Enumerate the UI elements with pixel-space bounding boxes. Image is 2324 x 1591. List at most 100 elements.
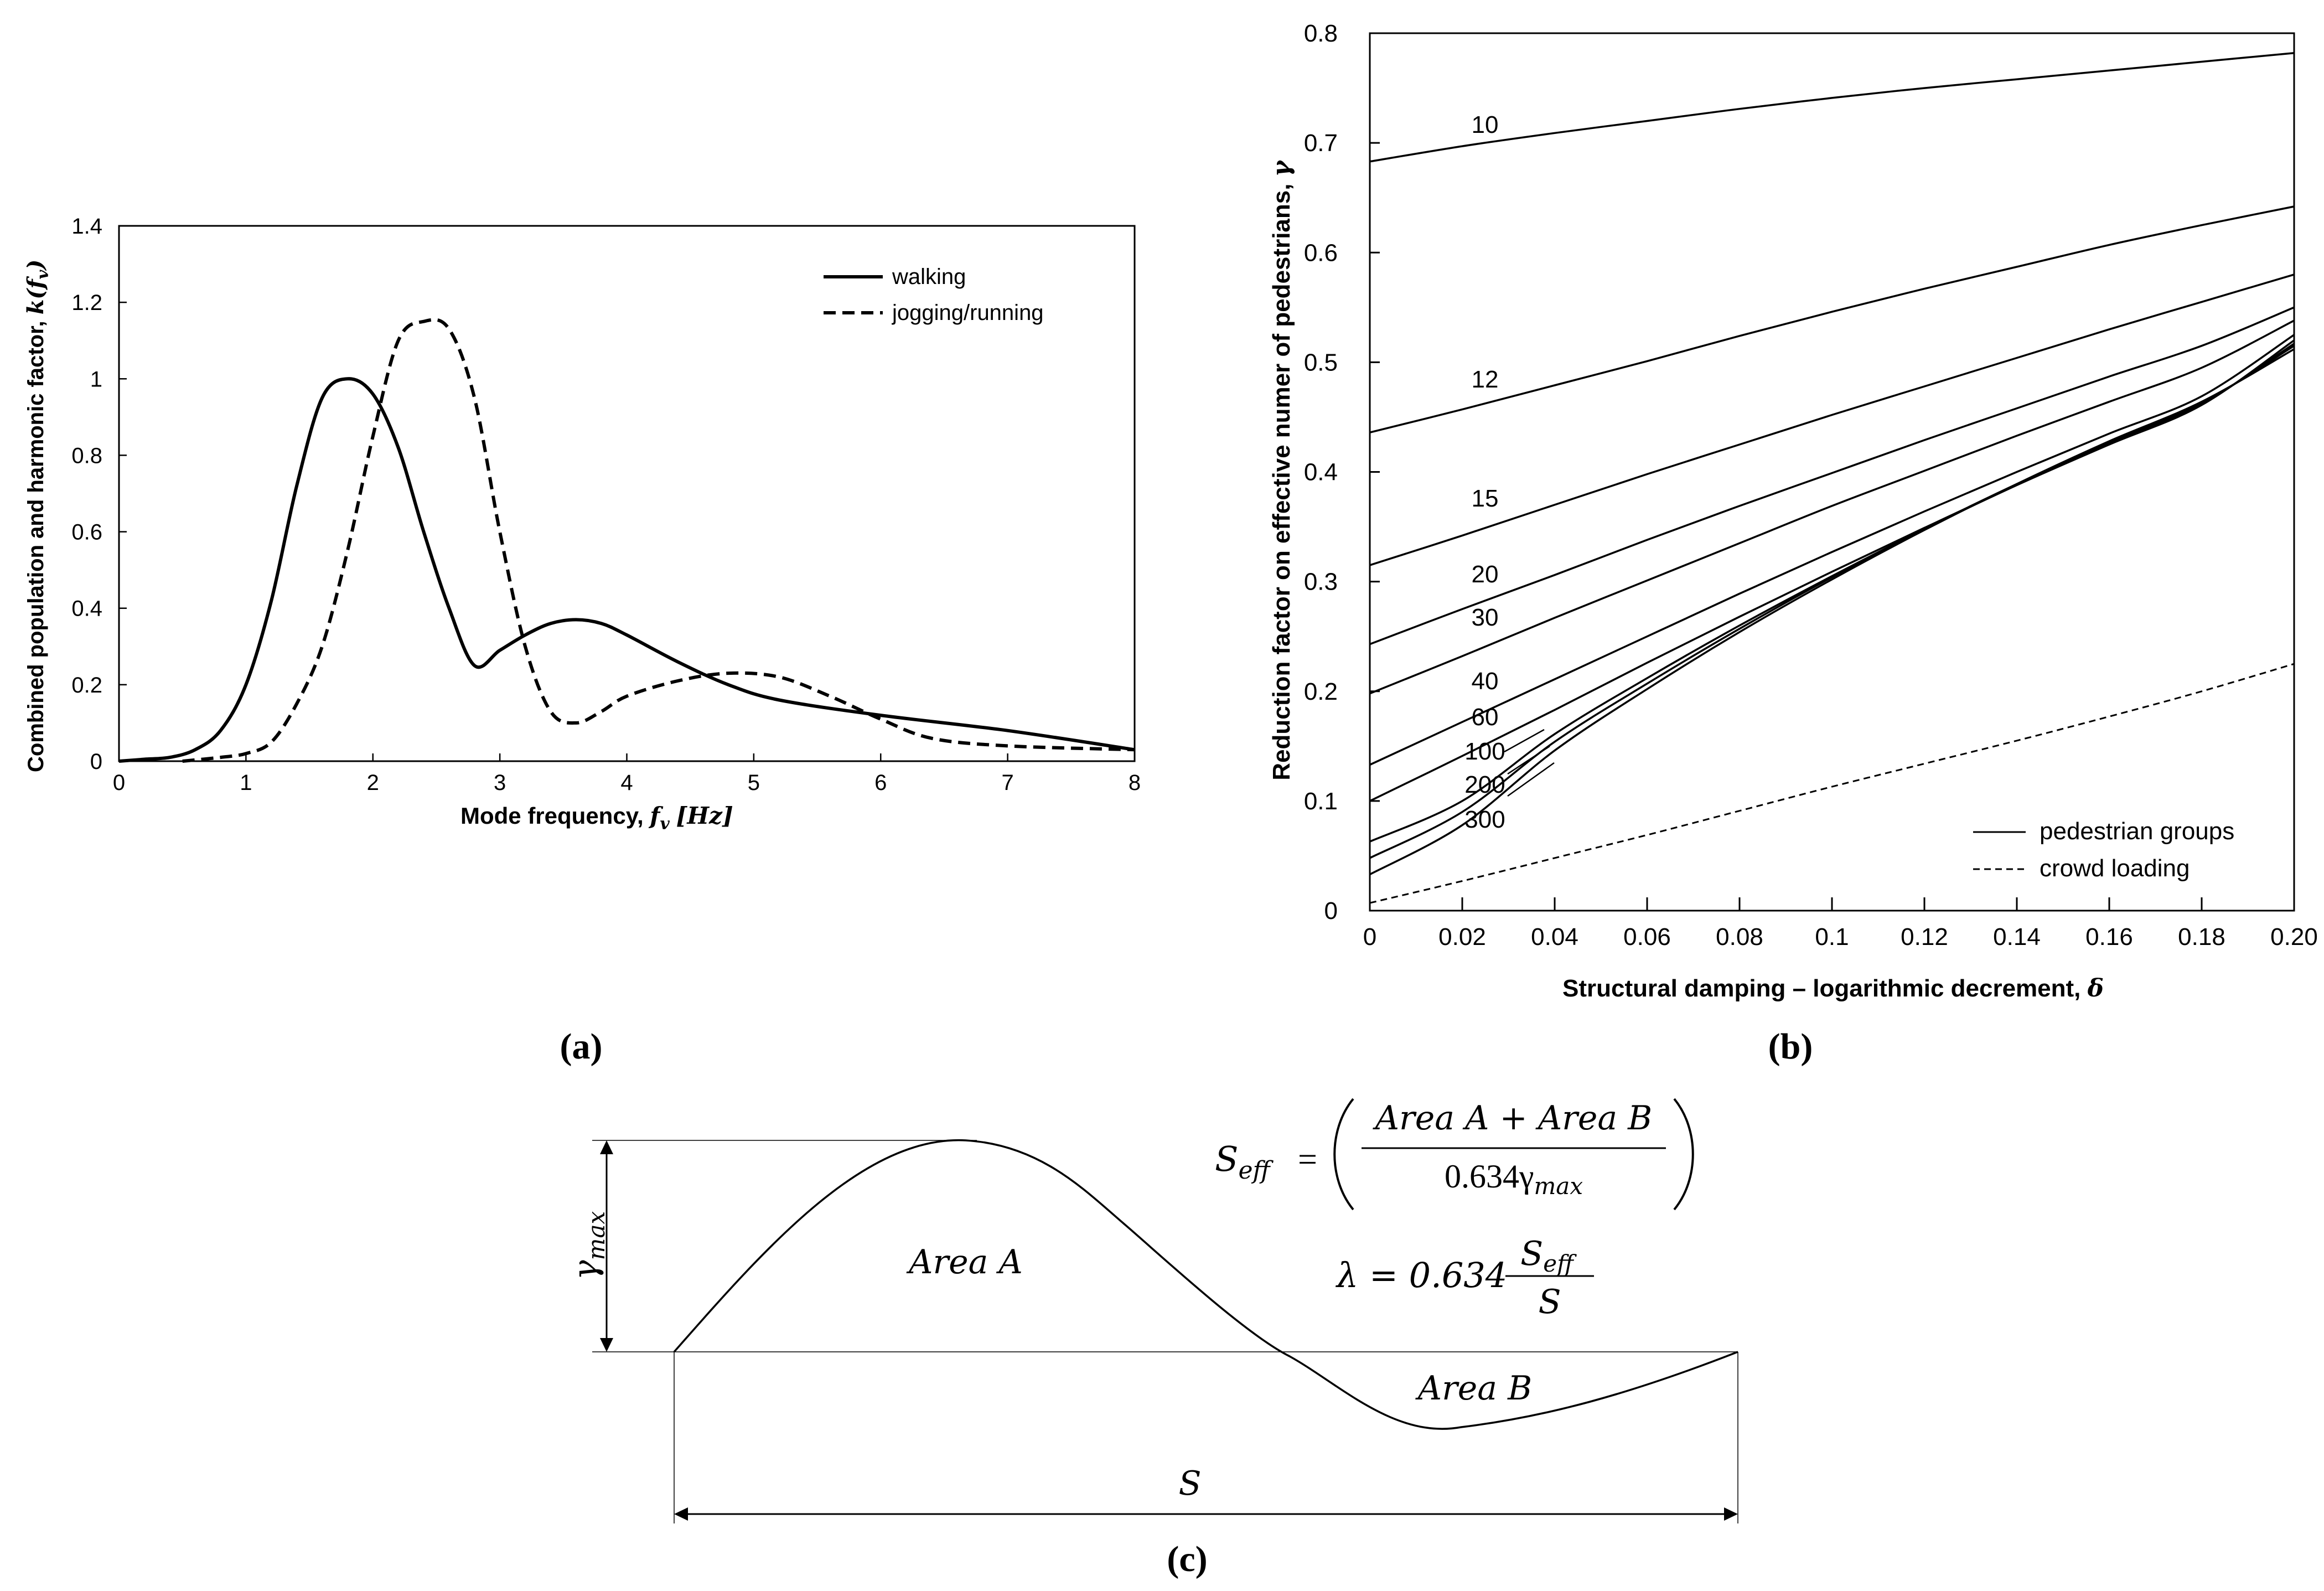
chart-a-ylabel: Combined population and harmonic factor,… [23,260,52,772]
legend-pedestrian-groups-label: pedestrian groups [2040,818,2234,845]
s-eff-denominator: 0.634γmax [1445,1158,1583,1200]
chart-b-line-10 [1369,51,2295,163]
chart-b-frame [1369,32,2295,912]
panel-label-a: (a) [560,1026,603,1067]
panel-label-b: (b) [1768,1026,1813,1067]
lambda-equation: λ = 0.634 Seff S [1335,1234,1594,1321]
chart-b-ytick-label: 0.3 [1304,569,1338,596]
chart-b-ytick-label: 0 [1324,897,1338,924]
chart-b-curve-label-40: 40 [1472,668,1499,695]
chart-a-xtick-label: 5 [748,771,760,795]
chart-b-xtick-label: 0.18 [2178,923,2225,951]
chart-a-ytick-label: 0.8 [71,443,102,468]
span-arrow-left-icon [674,1507,688,1521]
span-label: S [1178,1464,1201,1503]
chart-b-ytick-label: 0.2 [1304,678,1338,705]
chart-a-xtick-label: 6 [874,771,887,795]
chart-b-ylabel: Reduction factor on effective numer of p… [1267,159,1296,780]
area-a-label: Area A [906,1243,1023,1282]
chart-a-ytick-label: 0.2 [71,673,102,698]
chart-b-xtick-label: 0.04 [1531,923,1578,951]
chart-b-xtick-label: 0.12 [1901,923,1948,951]
chart-b-ytick-label: 0.8 [1304,20,1338,47]
chart-b-label-leaders [1504,729,1555,797]
lambda-lhs: λ = 0.634 [1335,1255,1507,1295]
chart-b-ytick-label: 0.1 [1304,788,1338,815]
chart-b-curve-labels: 10 12 15 20 30 40 60 100 200 300 [1464,111,1505,833]
chart-a-ytick-label: 1.2 [71,291,102,315]
chart-b-curve-label-15: 15 [1472,485,1499,512]
chart-b-xtick-label: 0.20 [2270,923,2318,951]
chart-b-ytick-label: 0.7 [1304,130,1338,157]
chart-b-line-60 [1369,339,2295,802]
chart-b-xtick-label: 0.08 [1716,923,1763,951]
chart-b-ytick-label: 0.6 [1304,239,1338,266]
area-b-label: Area B [1415,1369,1532,1408]
chart-b-curve-label-12: 12 [1472,366,1499,393]
chart-b-line-12 [1369,205,2295,433]
chart-b-curve-label-60: 60 [1472,704,1499,731]
left-paren [1333,1098,1354,1211]
right-paren [1673,1098,1694,1211]
chart-a-ytick-label: 1 [90,367,102,391]
gamma-max-label: γmax [566,1211,610,1280]
chart-b-xtick-label: 0.14 [1993,923,2041,951]
chart-a-xtick-label: 8 [1129,771,1141,795]
chart-b-line-300 [1369,348,2295,876]
chart-a-ticks: 0 1 2 3 4 5 6 7 8 0 0.2 0.4 0.6 0.8 1 1.2 1.4 [71,214,1141,795]
chart-b-xtick-label: 0.1 [1815,923,1849,951]
s-eff-lhs: Seff [1215,1139,1274,1185]
chart-a: 0 1 2 3 4 5 6 7 8 0 0.2 0.4 0.6 0.8 1 1.2 1.4 walking jo… [23,214,1141,1067]
chart-a-xtick-label: 7 [1002,771,1014,795]
chart-a-ytick-label: 0.6 [71,520,102,545]
chart-b-ytick-label: 0.4 [1304,459,1338,486]
chart-b: 0 0.02 0.04 0.06 0.08 0.1 0.12 0.14 0.16 0.18 0.20… [1267,20,2318,1067]
chart-b-xtick-label: 0.02 [1438,923,1486,951]
diagram-c: γmax S Area A Area B Seff = Area A + Are… [566,1098,1738,1579]
gamma-max-arrow-down-icon [600,1338,613,1352]
chart-b-curve-label-200: 200 [1464,771,1505,798]
chart-b-xtick-label: 0 [1363,923,1376,951]
lambda-denominator: S [1538,1283,1561,1321]
chart-a-xlabel: Mode frequency, fv [Hz] [460,802,733,834]
mode-shape-curve [673,1139,1738,1430]
chart-b-line-crowd-loading [1369,663,2295,904]
chart-b-legend: pedestrian groups crowd loading [1973,818,2234,882]
legend-jogging-label: jogging/running [892,301,1044,325]
chart-a-xtick-label: 3 [494,771,506,795]
lambda-numerator: Seff [1520,1234,1577,1277]
chart-a-xtick-label: 2 [367,771,379,795]
chart-a-line-jogging-running [182,318,1135,763]
chart-b-line-30 [1369,319,2295,695]
chart-b-curve-label-20: 20 [1472,561,1499,588]
chart-b-curve-label-30: 30 [1472,604,1499,631]
span-arrow-right-icon [1724,1507,1738,1521]
chart-b-curve-label-100: 100 [1464,738,1505,765]
chart-b-line-100 [1369,343,2295,843]
chart-a-ytick-label: 1.4 [71,214,102,239]
chart-a-line-walking [118,377,1135,763]
chart-b-ticks: 0 0.02 0.04 0.06 0.08 0.1 0.12 0.14 0.16 0.18 0.20… [1304,20,2318,951]
chart-a-ytick-label: 0 [90,750,102,774]
chart-b-xlabel: Structural damping – logarithmic decreme… [1562,974,2104,1003]
chart-b-line-15 [1369,273,2295,566]
legend-crowd-loading-label: crowd loading [2040,855,2190,882]
chart-b-xtick-label: 0.16 [2085,923,2133,951]
chart-a-xtick-label: 0 [113,771,125,795]
legend-walking-label: walking [892,265,966,289]
chart-b-series [1369,51,2295,904]
chart-a-legend: walking jogging/running [824,265,1044,325]
s-eff-equation: Seff = Area A + Area B 0.634γmax [1215,1098,1694,1211]
s-eff-numerator: Area A + Area B [1373,1099,1653,1138]
chart-a-series [118,318,1135,763]
chart-b-line-200 [1369,345,2295,859]
chart-b-line-40 [1369,334,2295,766]
chart-b-line-20 [1369,306,2295,645]
gamma-max-arrow-up-icon [600,1140,613,1154]
chart-a-xtick-label: 4 [620,771,633,795]
chart-b-curve-label-10: 10 [1472,111,1499,138]
chart-b-curve-label-300: 300 [1464,806,1505,833]
chart-a-ytick-label: 0.4 [71,597,102,621]
panel-label-c: (c) [1167,1539,1207,1579]
